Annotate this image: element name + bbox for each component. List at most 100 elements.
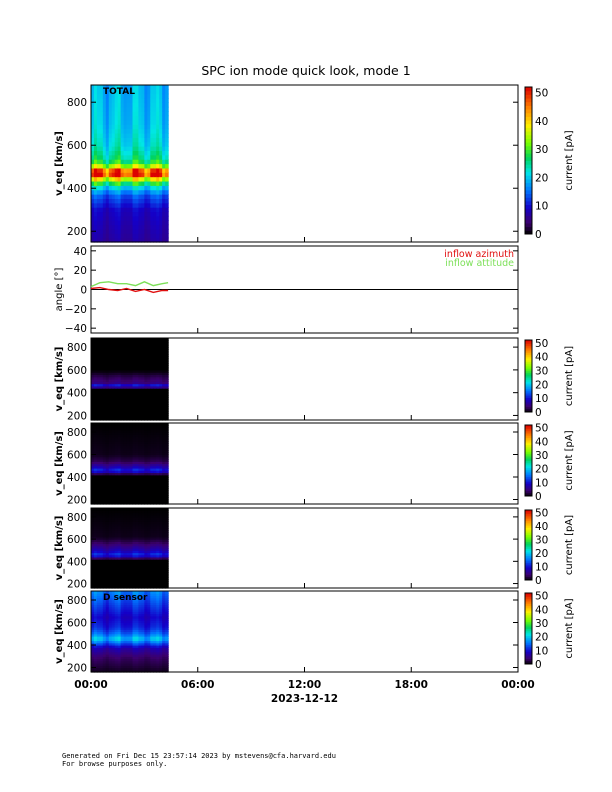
heatmap-cell [153, 561, 157, 565]
heatmap-cell [135, 658, 140, 662]
heatmap-cell [132, 514, 137, 518]
heatmap-cell [120, 481, 125, 485]
heatmap-cell [111, 514, 116, 518]
heatmap-cell [99, 369, 104, 373]
heatmap-cell [114, 406, 119, 410]
heatmap-cell [105, 497, 110, 501]
heatmap-cell [162, 93, 166, 99]
heatmap-cell [129, 394, 134, 398]
heatmap-cell [91, 207, 95, 213]
heatmap-cell [111, 356, 116, 360]
heatmap-cell [150, 374, 154, 378]
heatmap-cell [165, 609, 169, 612]
heatmap-cell [129, 647, 134, 651]
heatmap-cell [102, 85, 107, 90]
heatmap-cell [147, 413, 151, 417]
heatmap-cell [153, 111, 157, 117]
heatmap-cell [144, 454, 148, 458]
heatmap-cell [162, 202, 166, 208]
heatmap-cell [165, 340, 169, 344]
heatmap-cell [117, 600, 122, 603]
heatmap-cell [150, 543, 154, 547]
heatmap-cell [126, 636, 131, 639]
heatmap-cell [96, 427, 101, 431]
colorbar-segment [525, 449, 532, 453]
heatmap-cell [132, 481, 137, 485]
y-tick-label: 600 [67, 450, 87, 462]
heatmap-cell [99, 344, 104, 348]
heatmap-cell [120, 137, 125, 143]
heatmap-cell [150, 447, 154, 451]
heatmap-cell [117, 486, 122, 489]
heatmap-cell [165, 613, 169, 617]
colorbar-segment [525, 359, 532, 363]
heatmap-cell [156, 388, 160, 391]
heatmap-cell [135, 541, 140, 545]
heatmap-cell [159, 452, 163, 456]
heatmap-cell [123, 554, 128, 558]
heatmap-cell [150, 579, 154, 582]
heatmap-cell [150, 470, 154, 474]
heatmap-cell [96, 600, 101, 603]
heatmap-cell [153, 456, 157, 460]
heatmap-cell [135, 228, 140, 234]
heatmap-cell [96, 224, 101, 230]
heatmap-cell [147, 367, 151, 371]
heatmap-cell [147, 541, 151, 545]
heatmap-cell [144, 611, 148, 615]
heatmap-cell [117, 492, 122, 496]
heatmap-cell [159, 468, 163, 471]
heatmap-cell [138, 415, 143, 419]
heatmap-cell [114, 102, 119, 108]
heatmap-cell [156, 172, 160, 178]
heatmap-cell [123, 572, 128, 576]
heatmap-cell [126, 465, 131, 469]
heatmap-cell [132, 124, 137, 130]
heatmap-cell [165, 202, 169, 208]
heatmap-cell [108, 508, 113, 511]
heatmap-cell [93, 237, 98, 243]
colorbar-segment [525, 555, 532, 558]
heatmap-cell [126, 583, 131, 587]
heatmap-cell [96, 456, 101, 460]
heatmap-cell [129, 609, 134, 612]
heatmap-cell [156, 340, 160, 344]
heatmap-cell [108, 481, 113, 485]
heatmap-cell [99, 465, 104, 469]
heatmap-cell [156, 367, 160, 371]
heatmap-cell [153, 427, 157, 431]
heatmap-cell [144, 374, 148, 378]
heatmap-cell [156, 454, 160, 458]
heatmap-cell [138, 432, 143, 435]
heatmap-cell [114, 351, 119, 355]
heatmap-cell [138, 102, 143, 108]
heatmap-cell [96, 510, 101, 514]
heatmap-cell [129, 618, 134, 621]
heatmap-cell [138, 622, 143, 626]
heatmap-cell [129, 552, 134, 556]
heatmap-cell [132, 658, 137, 662]
heatmap-cell [108, 383, 113, 387]
heatmap-cell [126, 379, 131, 382]
heatmap-cell [144, 224, 148, 230]
heatmap-cell [123, 119, 128, 125]
heatmap-cell [153, 224, 157, 230]
heatmap-cell [144, 591, 148, 594]
heatmap-cell [126, 492, 131, 496]
heatmap-cell [108, 629, 113, 633]
heatmap-cell [138, 410, 143, 414]
heatmap-cell [102, 658, 107, 662]
heatmap-cell [126, 211, 131, 217]
heatmap-cell [108, 624, 113, 628]
heatmap-cell [153, 548, 157, 551]
heatmap-cell [117, 163, 122, 169]
heatmap-cell [123, 376, 128, 380]
heatmap-cell [91, 563, 95, 567]
heatmap-cell [111, 633, 116, 637]
heatmap-cell [165, 581, 169, 585]
heatmap-cell [123, 539, 128, 542]
heatmap-cell [132, 406, 137, 410]
heatmap-cell [99, 390, 104, 394]
colorbar-segment [525, 485, 532, 488]
